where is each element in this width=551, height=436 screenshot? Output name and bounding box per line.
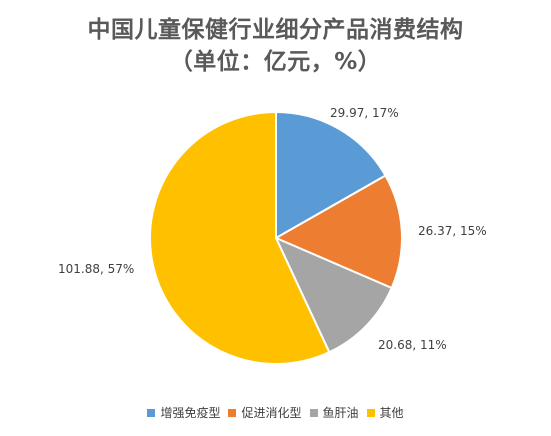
pie-slice-2	[273, 236, 393, 354]
legend-swatch-0	[147, 408, 156, 417]
chart-subtitle: （单位：亿元，%）	[169, 49, 382, 75]
pie-slice-1	[273, 174, 403, 290]
legend-label-3: 其他	[379, 406, 404, 420]
data-label-3: 101.88, 57%	[58, 262, 134, 276]
data-label-0: 29.97, 17%	[330, 106, 399, 120]
chart-legend: 增强免疫型 促进消化型 鱼肝油 其他	[0, 404, 551, 421]
data-label-1: 26.37, 15%	[418, 224, 487, 238]
legend-swatch-1	[228, 408, 237, 417]
chart-title: 中国儿童保健行业细分产品消费结构	[87, 17, 464, 43]
legend-item-0: 增强免疫型	[147, 404, 220, 421]
legend-label-2: 鱼肝油	[322, 406, 359, 420]
pie-slice-3	[149, 110, 331, 365]
legend-item-1: 促进消化型	[228, 404, 302, 421]
legend-swatch-2	[309, 408, 318, 417]
pie-slice-0	[275, 110, 387, 240]
legend-label-0: 增强免疫型	[160, 406, 221, 420]
legend-label-1: 促进消化型	[241, 406, 302, 420]
legend-item-3: 其他	[366, 404, 404, 421]
data-label-2: 20.68, 11%	[378, 338, 447, 352]
legend-item-2: 鱼肝油	[309, 404, 359, 421]
legend-swatch-3	[366, 408, 375, 417]
